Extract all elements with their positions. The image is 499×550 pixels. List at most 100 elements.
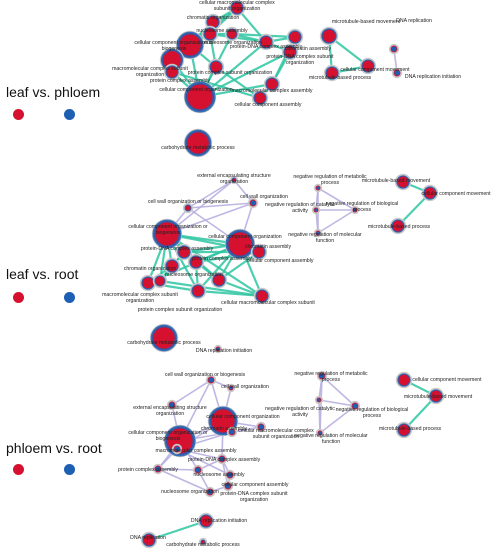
node-label-line: cellular component organization or [128, 430, 208, 436]
network-edge [317, 187, 356, 211]
node-label: macromolecular complex assembly [231, 88, 312, 94]
node-protein-complex-subunit-organization [207, 58, 225, 76]
node-cell-wall-organization [226, 383, 236, 393]
node-label-line: cellular macromolecular complex subunit [221, 300, 315, 306]
node-label-line: cellular component organization [208, 234, 281, 240]
node-label-line: macromolecular complex subunit [112, 66, 188, 72]
node-label-line: organization [240, 497, 268, 503]
node-circle [252, 245, 266, 259]
network-edge [171, 379, 212, 406]
node-circle [317, 430, 323, 436]
node-label-line: negative regulation of metabolic [294, 371, 368, 377]
node-label-line: DNA replication initiation [196, 348, 252, 354]
node-circle [225, 229, 255, 259]
node-label-line: DNA replication initiation [191, 518, 247, 524]
node-label-line: nucleosome assembly [196, 28, 248, 34]
node-circle [165, 65, 179, 79]
node-label-line: cellular macromolecular complex [238, 428, 314, 434]
node-microtubule-based-movement [427, 387, 445, 405]
node-label-line: organization [286, 60, 314, 66]
node-circle [189, 255, 203, 269]
node-circle [191, 284, 205, 298]
node-label: macromolecular complex subunit organizati… [112, 66, 188, 78]
node-label: protein complex subunit organization [188, 70, 273, 76]
node-label-line: carbohydrate metabolic process [166, 542, 240, 548]
node-protein-complex-subunit-organization [189, 282, 207, 300]
node-label-line: organization [156, 411, 184, 417]
node-label-line: cellular component organization or [134, 40, 214, 46]
node-label: chromatin assembly [201, 426, 248, 432]
node-chromatin-assembly [250, 243, 268, 261]
node-circle [315, 230, 321, 236]
node-circle [351, 402, 359, 410]
node-circle [315, 185, 321, 191]
node-circle [255, 289, 269, 303]
node-external-encapsulating-structure-organization [166, 399, 178, 411]
node-dna-replication [140, 531, 158, 549]
node-label: microtubule-based process [379, 426, 442, 432]
node-label: cellular component assembly [247, 258, 314, 264]
node-circle [318, 372, 326, 380]
node-protein-dna-complex-subunit-organization [281, 43, 299, 61]
node-label: carbohydrate metabolic process [166, 542, 240, 548]
node-label: cell wall organization or biogenesis [165, 372, 246, 378]
panel-label-phloem-vs-root: phloem vs. root [6, 440, 102, 456]
node-label-line: process [321, 180, 340, 186]
node-cellular-component-organization [224, 228, 256, 260]
node-circle [142, 533, 156, 547]
node-label: nucleosome organization [204, 40, 262, 46]
node-circle [249, 199, 257, 207]
node-nucleosome-organization [152, 273, 168, 289]
legend-dot-second [64, 109, 75, 120]
node-label: cell wall organization [221, 384, 269, 390]
node-label: microtubule-based movement [404, 394, 473, 400]
node-label-line: microtubule-based process [379, 426, 442, 432]
node-label: cellular macromolecular complex subunit o… [199, 0, 275, 12]
node-circle [215, 346, 221, 352]
node-negative-regulation-of-molecular-function [315, 428, 325, 438]
node-negative-regulation-of-metabolic-process [316, 370, 328, 382]
node-cellular-component-organization [183, 80, 217, 114]
node-label: microtubule-based movement [362, 178, 431, 184]
node-label: macromolecular complex subunit organizati… [102, 292, 178, 304]
node-label: DNA replication initiation [191, 518, 247, 524]
node-label: cell wall organization [240, 194, 288, 200]
node-circle [150, 324, 178, 352]
node-label-line: biogenesis [156, 436, 181, 442]
node-cellular-macromolecular-complex-subunit [253, 287, 271, 305]
node-label: protein complex subunit organization [138, 307, 223, 313]
node-label-line: external encapsulating structure [133, 405, 207, 411]
network-edge [317, 209, 356, 234]
node-circle [231, 177, 237, 183]
node-label: protein-DNA complex subunit organization [266, 54, 334, 66]
node-label: negative regulation of molecular function [294, 433, 368, 445]
node-label: cell wall organization or biogenesis [148, 199, 229, 205]
node-label: cellular component organization [208, 234, 281, 240]
node-label: DNA replication [130, 535, 166, 541]
node-label-line: protein-DNA complex subunit [266, 54, 334, 60]
node-label-line: cell wall organization [221, 384, 269, 390]
node-label-line: cell wall organization [240, 194, 288, 200]
node-circle [173, 445, 181, 453]
node-protein-dna-complex-subunit-organization [222, 480, 234, 492]
node-label-line: microtubule-based movement [404, 394, 473, 400]
node-negative-regulation-of-catalytic-activity [314, 395, 324, 405]
node-label-line: external encapsulating structure [197, 173, 271, 179]
node-label: negative regulation of catalytic activity [265, 406, 335, 418]
node-macromolecular-complex-assembly [263, 75, 281, 93]
node-chromatin-assembly [286, 28, 304, 46]
node-dna-replication-initiation [197, 512, 215, 530]
node-circle [212, 273, 226, 287]
node-cellular-component-organization-or-biogenesis [175, 30, 205, 60]
node-label-line: process [353, 207, 372, 213]
node-cell-wall-organization-or-biogenesis [205, 374, 217, 386]
node-label-line: cellular component assembly [247, 258, 314, 264]
node-label: microtubule-based process [309, 75, 372, 81]
node-label: carbohydrate metabolic process [161, 145, 235, 151]
node-label: macromolecular complex assembly [155, 448, 236, 454]
network-edge [199, 51, 291, 98]
legend-dot-first [13, 464, 24, 475]
node-circle [154, 275, 166, 287]
node-chromatin-organization [163, 257, 181, 275]
